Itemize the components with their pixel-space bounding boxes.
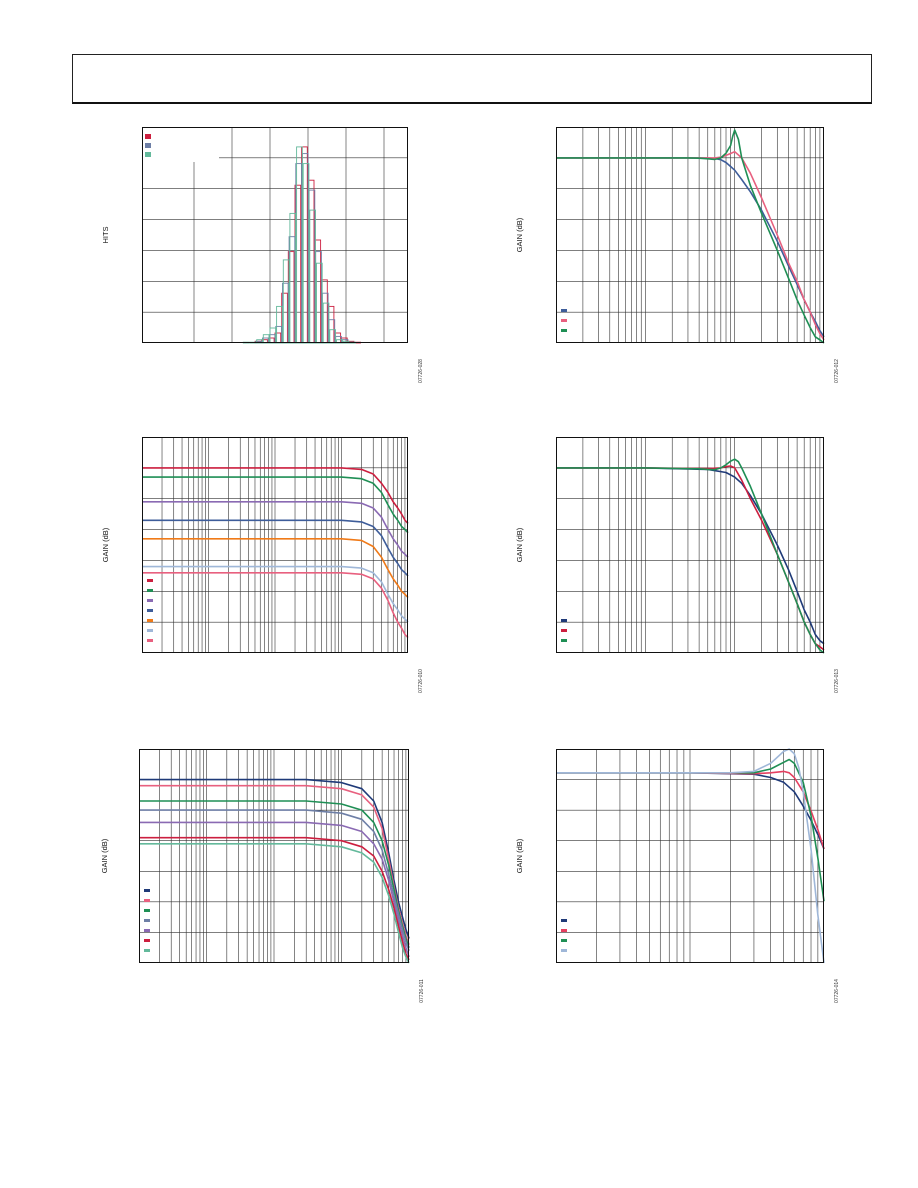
series-line [139, 836, 410, 961]
legend-swatch [144, 939, 150, 942]
series-line [139, 843, 410, 964]
series-line [139, 778, 410, 939]
page-header [72, 54, 872, 104]
legend [147, 579, 153, 642]
legend [145, 134, 151, 157]
plot-frame [142, 127, 408, 343]
series-line [142, 538, 409, 599]
legend-swatch [147, 629, 153, 632]
legend-swatch [147, 619, 153, 622]
hits-histogram-chart: HITS 07726-028 [101, 127, 424, 383]
plot-frame [142, 437, 408, 653]
legend-swatch [561, 319, 567, 322]
series-line [556, 129, 825, 344]
gain-chart-5: GAIN (dB) 07726-011 [100, 749, 425, 1003]
series-line [142, 476, 409, 534]
plot-frame [556, 127, 824, 343]
legend-swatch [144, 909, 150, 912]
figure-code: 07726-010 [418, 669, 424, 693]
y-axis-label: HITS [101, 226, 110, 243]
histogram-series [242, 146, 356, 344]
legend-swatch [145, 134, 151, 139]
legend-swatch [145, 143, 151, 148]
y-axis-label: GAIN (dB) [515, 527, 524, 562]
plot-frame [556, 437, 824, 653]
legend-swatch [147, 599, 153, 602]
series-line [556, 150, 825, 341]
legend-swatch [144, 929, 150, 932]
legend-swatch [147, 579, 153, 582]
legend-swatch [144, 949, 150, 952]
grid-lines [556, 127, 824, 343]
legend-swatch [561, 619, 567, 622]
legend-swatch [147, 589, 153, 592]
legend-swatch [144, 899, 150, 902]
plot-frame [556, 749, 824, 963]
y-axis-label: GAIN (dB) [101, 527, 110, 562]
series-line [142, 565, 409, 623]
gain-chart-6: GAIN (dB) 07726-014 [515, 748, 840, 1003]
legend-swatch [561, 309, 567, 312]
figure-code: 07726-012 [834, 359, 840, 383]
figure-code: 07726-011 [419, 979, 425, 1003]
legend-swatch [561, 929, 567, 932]
legend-swatch [561, 629, 567, 632]
legend-background [143, 128, 219, 162]
legend-swatch [561, 639, 567, 642]
legend [561, 309, 567, 332]
legend-swatch [144, 889, 150, 892]
series-line [142, 572, 409, 639]
series-line [142, 467, 409, 524]
gain-chart-3: GAIN (dB) 07726-010 [101, 437, 424, 693]
legend [144, 889, 150, 952]
figure-code: 07726-028 [418, 359, 424, 383]
gain-chart-4: GAIN (dB) 07726-013 [515, 437, 840, 693]
legend [561, 919, 567, 952]
legend-swatch [145, 152, 151, 157]
y-axis-label: GAIN (dB) [515, 217, 524, 252]
series-line [556, 467, 825, 645]
grid-lines [142, 437, 408, 653]
series-line [139, 809, 410, 952]
legend-swatch [561, 949, 567, 952]
plot-frame [139, 749, 409, 963]
y-axis-label: GAIN (dB) [515, 838, 524, 873]
grid-lines [556, 749, 824, 963]
y-axis-label: GAIN (dB) [100, 838, 109, 873]
grid-lines [556, 437, 824, 653]
series-line [142, 519, 409, 577]
series-line [556, 157, 825, 338]
figure-code: 07726-014 [834, 979, 840, 1003]
series-line [556, 458, 825, 654]
gain-chart-2: GAIN (dB) 07726-012 [515, 127, 840, 383]
legend-swatch [561, 329, 567, 332]
legend-swatch [147, 609, 153, 612]
histogram-series [255, 153, 356, 344]
legend [561, 619, 567, 642]
legend-swatch [147, 639, 153, 642]
legend-swatch [561, 939, 567, 942]
series-line [142, 501, 409, 558]
legend-swatch [144, 919, 150, 922]
series-line [139, 821, 410, 958]
grid-lines [139, 749, 409, 963]
figure-code: 07726-013 [834, 669, 840, 693]
legend-swatch [561, 919, 567, 922]
